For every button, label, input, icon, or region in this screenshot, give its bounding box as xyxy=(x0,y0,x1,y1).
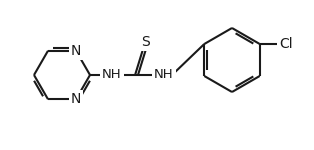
Text: S: S xyxy=(142,35,150,49)
Text: Cl: Cl xyxy=(279,37,293,51)
Text: N: N xyxy=(71,44,81,58)
Text: NH: NH xyxy=(154,69,174,81)
Text: N: N xyxy=(71,92,81,106)
Text: NH: NH xyxy=(102,69,122,81)
